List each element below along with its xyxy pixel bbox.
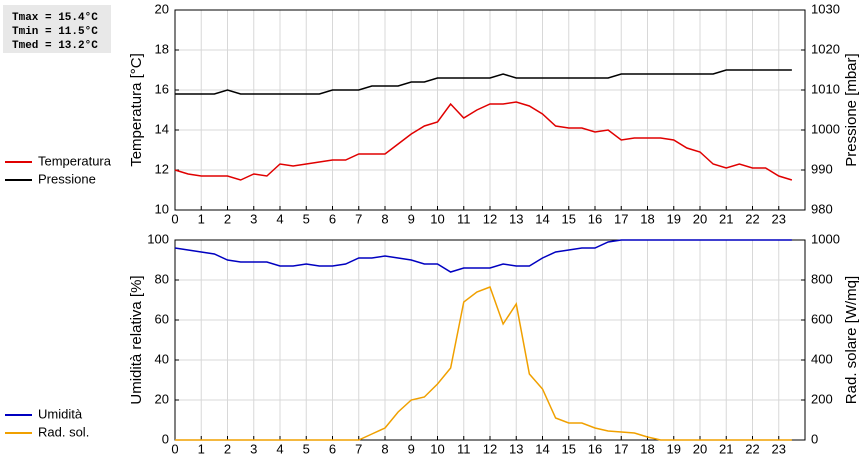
y-tick-label: 14 [155, 121, 169, 136]
x-tick-label: 22 [745, 441, 759, 456]
y2-tick-label: 1030 [811, 1, 840, 16]
x-tick-label: 8 [381, 441, 388, 456]
x-tick-label: 14 [535, 441, 549, 456]
x-tick-label: 22 [745, 211, 759, 226]
y2-tick-label: 1010 [811, 81, 840, 96]
x-tick-label: 1 [198, 441, 205, 456]
y-tick-label: 0 [162, 431, 169, 446]
legend-label: Temperatura [38, 153, 112, 168]
x-tick-label: 19 [667, 441, 681, 456]
y-axis-label: Temperatura [°C] [128, 53, 145, 167]
y2-tick-label: 400 [811, 351, 833, 366]
y2-tick-label: 1020 [811, 41, 840, 56]
x-tick-label: 4 [276, 211, 283, 226]
y2-axis-label: Rad. solare [W/mq] [843, 276, 860, 404]
y-tick-label: 60 [155, 311, 169, 326]
x-tick-label: 2 [224, 441, 231, 456]
stats-text: Tmax = 15.4°C [12, 12, 98, 24]
x-tick-label: 7 [355, 211, 362, 226]
series-line [174, 239, 792, 273]
y-tick-label: 16 [155, 81, 169, 96]
x-tick-label: 20 [693, 211, 707, 226]
y-tick-label: 20 [155, 391, 169, 406]
x-tick-label: 14 [535, 211, 549, 226]
series-line [175, 69, 792, 95]
x-tick-label: 12 [483, 211, 497, 226]
x-tick-label: 13 [509, 441, 523, 456]
y2-tick-label: 200 [811, 391, 833, 406]
x-tick-label: 17 [614, 441, 628, 456]
y2-tick-label: 600 [811, 311, 833, 326]
x-tick-label: 11 [457, 441, 471, 456]
x-tick-label: 0 [171, 211, 178, 226]
x-tick-label: 6 [329, 211, 336, 226]
x-tick-label: 23 [772, 211, 786, 226]
stats-text: Tmed = 13.2°C [12, 40, 98, 52]
x-tick-label: 11 [457, 211, 471, 226]
series-line [175, 286, 792, 441]
x-tick-label: 12 [483, 441, 497, 456]
legend-label: Umidità [38, 406, 83, 421]
y-tick-label: 40 [155, 351, 169, 366]
x-tick-label: 10 [430, 211, 444, 226]
y2-axis-label: Pressione [mbar] [843, 53, 860, 166]
x-tick-label: 18 [640, 211, 654, 226]
x-tick-label: 19 [667, 211, 681, 226]
series-line [174, 101, 793, 181]
x-tick-label: 3 [250, 211, 257, 226]
x-tick-label: 18 [640, 441, 654, 456]
x-tick-label: 16 [588, 441, 602, 456]
x-tick-label: 21 [719, 211, 733, 226]
stats-text: Tmin = 11.5°C [12, 26, 98, 38]
x-tick-label: 1 [198, 211, 205, 226]
x-tick-label: 10 [430, 441, 444, 456]
y-tick-label: 80 [155, 271, 169, 286]
x-tick-label: 2 [224, 211, 231, 226]
y-tick-label: 100 [147, 231, 169, 246]
y2-tick-label: 1000 [811, 121, 840, 136]
x-tick-label: 6 [329, 441, 336, 456]
y2-tick-label: 1000 [811, 231, 840, 246]
x-tick-label: 0 [171, 441, 178, 456]
y2-tick-label: 990 [811, 161, 833, 176]
x-tick-label: 21 [719, 441, 733, 456]
x-tick-label: 20 [693, 441, 707, 456]
x-tick-label: 16 [588, 211, 602, 226]
y-axis-label: Umidità relativa [%] [128, 275, 145, 404]
legend-label: Pressione [38, 171, 96, 186]
x-tick-label: 23 [772, 441, 786, 456]
y-tick-label: 12 [155, 161, 169, 176]
x-tick-label: 8 [381, 211, 388, 226]
y-tick-label: 20 [155, 1, 169, 16]
y2-tick-label: 800 [811, 271, 833, 286]
x-tick-label: 5 [303, 441, 310, 456]
x-tick-label: 4 [276, 441, 283, 456]
x-tick-label: 13 [509, 211, 523, 226]
x-tick-label: 15 [562, 441, 576, 456]
x-tick-label: 9 [408, 441, 415, 456]
y-tick-label: 18 [155, 41, 169, 56]
legend-label: Rad. sol. [38, 424, 89, 439]
x-tick-label: 9 [408, 211, 415, 226]
x-tick-label: 5 [303, 211, 310, 226]
stats-box [3, 5, 111, 53]
x-tick-label: 15 [562, 211, 576, 226]
y2-tick-label: 0 [811, 431, 818, 446]
x-tick-label: 7 [355, 441, 362, 456]
x-tick-label: 3 [250, 441, 257, 456]
x-tick-label: 17 [614, 211, 628, 226]
y2-tick-label: 980 [811, 201, 833, 216]
y-tick-label: 10 [155, 201, 169, 216]
